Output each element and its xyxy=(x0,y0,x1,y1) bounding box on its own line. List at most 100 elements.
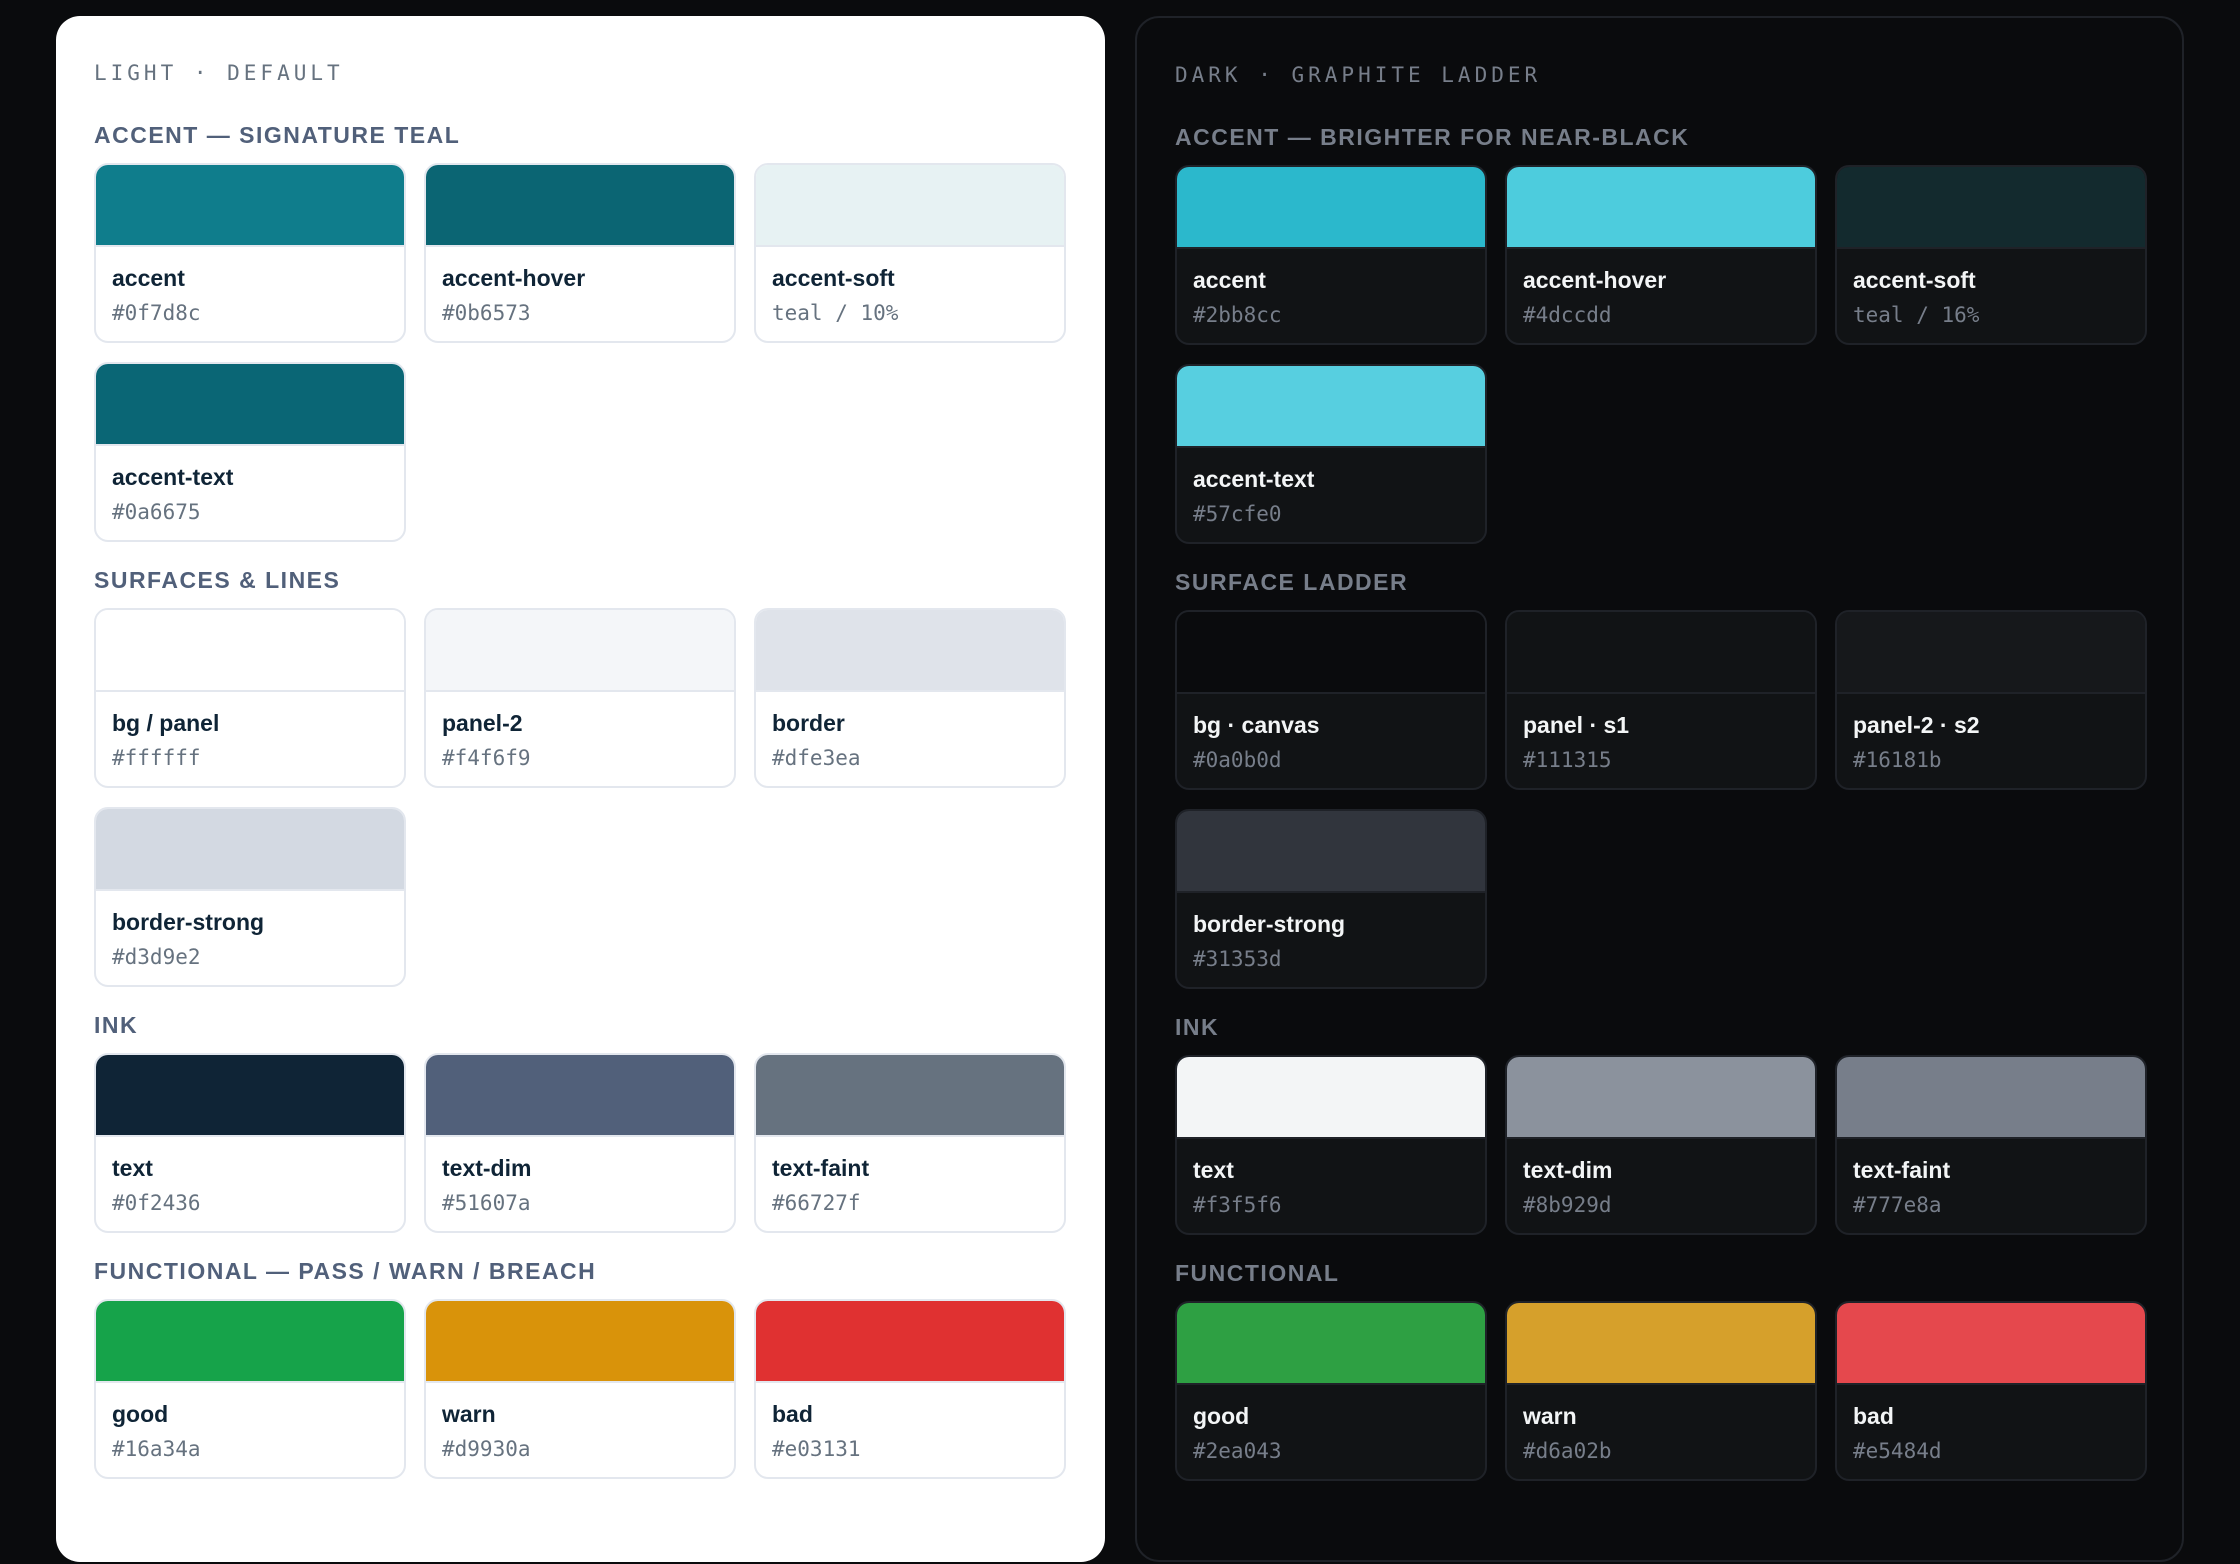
token-value: #2ea043 xyxy=(1193,1439,1282,1463)
swatch-grid: bg · canvas #0a0b0d panel · s1 #111315 pan… xyxy=(1175,610,2147,989)
token-name: text-dim xyxy=(442,1155,532,1181)
swatch-grid: accent #2bb8cc accent-hover #4dccdd accent… xyxy=(1175,165,2147,544)
color-swatch xyxy=(426,165,734,247)
swatch-card[interactable]: bad #e03131 xyxy=(754,1299,1066,1479)
dark-accent-section: ACCENT — BRIGHTER FOR NEAR-BLACK accent #… xyxy=(1175,121,2147,544)
token-name: text-faint xyxy=(772,1155,870,1181)
token-value: teal / 16% xyxy=(1853,303,1980,327)
color-swatch xyxy=(426,610,734,692)
light-theme-eyebrow: LIGHT · DEFAULT xyxy=(94,61,344,85)
token-value: #0a0b0d xyxy=(1193,748,1282,772)
color-swatch xyxy=(1177,366,1485,448)
color-swatch xyxy=(96,809,404,891)
color-swatch xyxy=(96,1301,404,1383)
light-accent-section: ACCENT — SIGNATURE TEAL accent #0f7d8c ac… xyxy=(94,119,1067,542)
swatch-card[interactable]: text-faint #66727f xyxy=(754,1053,1066,1233)
swatch-card[interactable]: border-strong #d3d9e2 xyxy=(94,807,406,987)
dark-surface-section: SURFACE LADDER bg · canvas #0a0b0d panel … xyxy=(1175,566,2147,989)
color-swatch xyxy=(756,1301,1064,1383)
swatch-grid: good #2ea043 warn #d6a02b bad #e5484d xyxy=(1175,1301,2147,1481)
swatch-grid: bg / panel #ffffff panel-2 #f4f6f9 border #… xyxy=(94,608,1067,987)
token-value: #dfe3ea xyxy=(772,746,861,770)
swatch-card[interactable]: text #0f2436 xyxy=(94,1053,406,1233)
color-swatch xyxy=(1177,612,1485,694)
swatch-card[interactable]: bad #e5484d xyxy=(1835,1301,2147,1481)
swatch-card[interactable]: warn #d9930a xyxy=(424,1299,736,1479)
token-value: #0b6573 xyxy=(442,301,531,325)
swatch-card[interactable]: text-dim #8b929d xyxy=(1505,1055,1817,1235)
token-value: #16a34a xyxy=(112,1437,201,1461)
color-swatch xyxy=(96,165,404,247)
swatch-card[interactable]: accent-soft teal / 10% xyxy=(754,163,1066,343)
swatch-card[interactable]: bg · canvas #0a0b0d xyxy=(1175,610,1487,790)
token-name: accent-soft xyxy=(772,265,895,291)
token-value: #777e8a xyxy=(1853,1193,1942,1217)
swatch-card[interactable]: bg / panel #ffffff xyxy=(94,608,406,788)
color-swatch xyxy=(1837,167,2145,249)
dark-theme-panel: DARK · GRAPHITE LADDER ACCENT — BRIGHTER… xyxy=(1135,16,2184,1562)
swatch-grid: good #16a34a warn #d9930a bad #e03131 xyxy=(94,1299,1067,1479)
token-name: border-strong xyxy=(1193,911,1346,937)
swatch-card[interactable]: border #dfe3ea xyxy=(754,608,1066,788)
swatch-grid: text #f3f5f6 text-dim #8b929d text-faint #7… xyxy=(1175,1055,2147,1235)
token-value: #51607a xyxy=(442,1191,531,1215)
color-swatch xyxy=(1507,1057,1815,1139)
token-value: #e5484d xyxy=(1853,1439,1942,1463)
token-name: good xyxy=(112,1401,169,1427)
swatch-card[interactable]: accent-hover #4dccdd xyxy=(1505,165,1817,345)
swatch-card[interactable]: good #2ea043 xyxy=(1175,1301,1487,1481)
swatch-card[interactable]: text #f3f5f6 xyxy=(1175,1055,1487,1235)
token-value: #d3d9e2 xyxy=(112,945,201,969)
color-swatch xyxy=(756,610,1064,692)
section-title: FUNCTIONAL xyxy=(1175,1260,1340,1286)
token-value: #0f2436 xyxy=(112,1191,201,1215)
color-swatch xyxy=(1177,1303,1485,1385)
section-title: ACCENT — SIGNATURE TEAL xyxy=(94,122,461,148)
swatch-card[interactable]: good #16a34a xyxy=(94,1299,406,1479)
token-name: accent-hover xyxy=(1523,267,1667,293)
swatch-card[interactable]: accent #2bb8cc xyxy=(1175,165,1487,345)
token-value: #31353d xyxy=(1193,947,1282,971)
light-ink-section: INK text #0f2436 text-dim #51607a text-fai… xyxy=(94,1009,1067,1233)
swatch-card[interactable]: accent-soft teal / 16% xyxy=(1835,165,2147,345)
swatch-card[interactable]: accent-hover #0b6573 xyxy=(424,163,736,343)
token-value: #16181b xyxy=(1853,748,1942,772)
section-title: INK xyxy=(94,1012,139,1038)
swatch-card[interactable]: panel · s1 #111315 xyxy=(1505,610,1817,790)
color-swatch xyxy=(1507,1303,1815,1385)
swatch-card[interactable]: border-strong #31353d xyxy=(1175,809,1487,989)
token-value: #0f7d8c xyxy=(112,301,201,325)
swatch-card[interactable]: warn #d6a02b xyxy=(1505,1301,1817,1481)
swatch-card[interactable]: text-dim #51607a xyxy=(424,1053,736,1233)
token-value: #d6a02b xyxy=(1523,1439,1612,1463)
token-name: accent-soft xyxy=(1853,267,1976,293)
token-value: #4dccdd xyxy=(1523,303,1612,327)
token-name: panel · s1 xyxy=(1523,712,1630,738)
swatch-card[interactable]: text-faint #777e8a xyxy=(1835,1055,2147,1235)
swatch-grid: accent #0f7d8c accent-hover #0b6573 accent… xyxy=(94,163,1067,542)
token-value: teal / 10% xyxy=(772,301,899,325)
token-name: border-strong xyxy=(112,909,265,935)
token-value: #111315 xyxy=(1523,748,1612,772)
token-name: bad xyxy=(1853,1403,1894,1429)
token-name: text xyxy=(112,1155,153,1181)
section-title: INK xyxy=(1175,1014,1220,1040)
color-swatch xyxy=(1837,1303,2145,1385)
token-name: accent xyxy=(112,265,185,291)
color-swatch xyxy=(1177,167,1485,249)
swatch-card[interactable]: accent-text #0a6675 xyxy=(94,362,406,542)
swatch-card[interactable]: accent #0f7d8c xyxy=(94,163,406,343)
color-swatch xyxy=(756,165,1064,247)
token-value: #f3f5f6 xyxy=(1193,1193,1282,1217)
token-name: border xyxy=(772,710,845,736)
dark-ink-section: INK text #f3f5f6 text-dim #8b929d text-fai… xyxy=(1175,1011,2147,1235)
swatch-card[interactable]: panel-2 #f4f6f9 xyxy=(424,608,736,788)
color-swatch xyxy=(96,610,404,692)
token-name: accent xyxy=(1193,267,1266,293)
swatch-card[interactable]: panel-2 · s2 #16181b xyxy=(1835,610,2147,790)
light-theme-panel: LIGHT · DEFAULT ACCENT — SIGNATURE TEAL … xyxy=(56,16,1105,1562)
light-functional-section: FUNCTIONAL — PASS / WARN / BREACH good #1… xyxy=(94,1255,1067,1479)
token-name: warn xyxy=(1523,1403,1577,1429)
color-swatch xyxy=(96,1055,404,1137)
swatch-card[interactable]: accent-text #57cfe0 xyxy=(1175,364,1487,544)
